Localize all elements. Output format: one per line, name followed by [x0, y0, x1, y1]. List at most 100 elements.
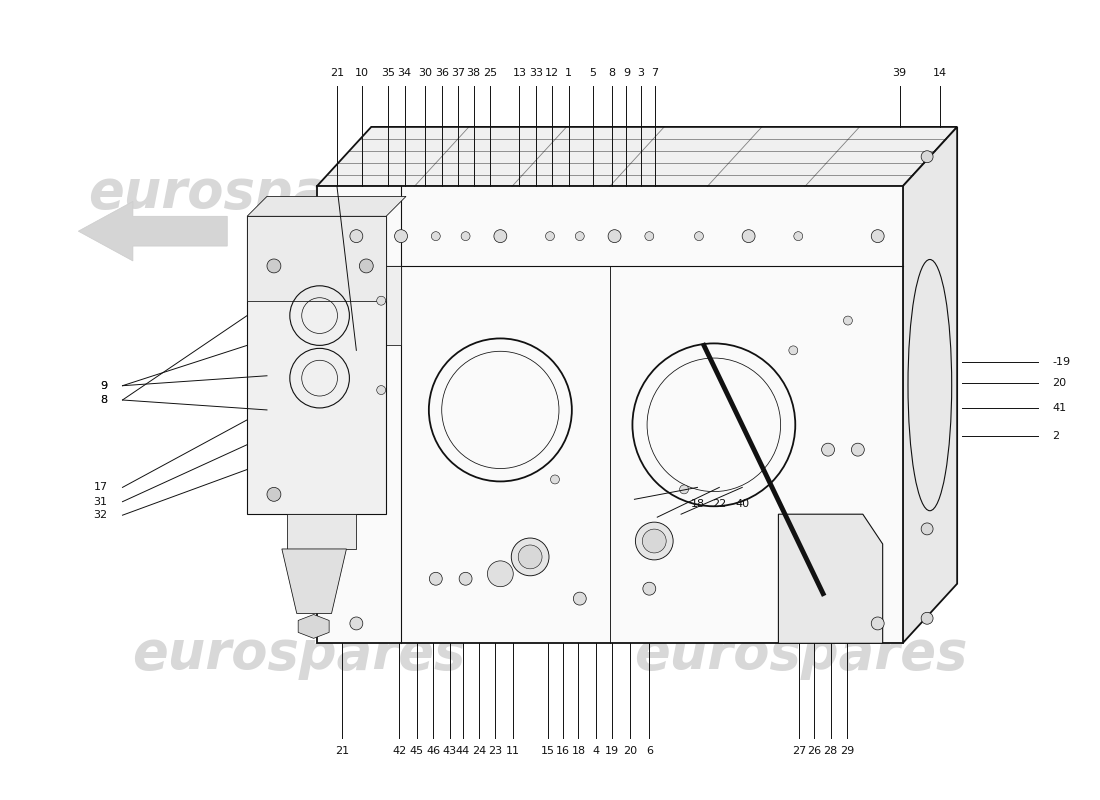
Circle shape: [376, 296, 386, 305]
Text: eurospares: eurospares: [635, 628, 968, 680]
Text: 19: 19: [605, 746, 619, 755]
Text: 22: 22: [712, 499, 726, 510]
Polygon shape: [298, 614, 329, 638]
Circle shape: [461, 232, 470, 241]
Text: 6: 6: [646, 746, 653, 755]
Text: 24: 24: [472, 746, 486, 755]
Text: 1: 1: [565, 68, 572, 78]
Text: 30: 30: [418, 68, 432, 78]
Text: 43: 43: [442, 746, 456, 755]
Polygon shape: [248, 216, 386, 301]
Text: 5: 5: [590, 68, 596, 78]
Text: 3: 3: [637, 68, 645, 78]
Text: 8: 8: [608, 68, 616, 78]
Text: 2: 2: [1053, 430, 1059, 441]
Text: 4: 4: [592, 746, 600, 755]
Text: 28: 28: [824, 746, 838, 755]
Text: eurospares: eurospares: [132, 628, 465, 680]
Circle shape: [794, 232, 803, 241]
Text: 33: 33: [529, 68, 542, 78]
Text: 15: 15: [541, 746, 554, 755]
Circle shape: [395, 230, 407, 242]
Text: 25: 25: [483, 68, 497, 78]
Text: 21: 21: [330, 68, 344, 78]
Circle shape: [844, 316, 852, 325]
Text: 17: 17: [94, 482, 108, 492]
Circle shape: [642, 529, 667, 553]
Circle shape: [494, 230, 507, 242]
Circle shape: [546, 232, 554, 241]
Text: 46: 46: [426, 746, 440, 755]
Text: eurospares: eurospares: [88, 167, 421, 219]
Polygon shape: [317, 186, 902, 643]
Circle shape: [573, 592, 586, 605]
Text: 10: 10: [355, 68, 370, 78]
Circle shape: [921, 523, 933, 535]
Circle shape: [871, 230, 884, 242]
Text: 29: 29: [840, 746, 855, 755]
Text: 39: 39: [892, 68, 906, 78]
Text: 37: 37: [451, 68, 465, 78]
Circle shape: [267, 487, 280, 502]
Text: 9: 9: [100, 381, 108, 390]
Text: 27: 27: [792, 746, 806, 755]
Text: 18: 18: [691, 499, 704, 510]
Circle shape: [871, 617, 884, 630]
Circle shape: [518, 545, 542, 569]
Circle shape: [376, 386, 386, 394]
Text: 14: 14: [933, 68, 947, 78]
Circle shape: [487, 561, 514, 586]
Text: 11: 11: [506, 746, 520, 755]
Text: 9: 9: [100, 381, 108, 390]
Text: 44: 44: [455, 746, 470, 755]
Text: 7: 7: [651, 68, 659, 78]
Polygon shape: [287, 514, 356, 549]
Polygon shape: [317, 127, 957, 186]
Circle shape: [642, 582, 656, 595]
Text: 20: 20: [1053, 378, 1067, 387]
Circle shape: [550, 475, 560, 484]
Text: -19: -19: [1053, 357, 1070, 367]
Text: 26: 26: [807, 746, 822, 755]
Polygon shape: [248, 216, 386, 514]
Text: 12: 12: [546, 68, 559, 78]
Circle shape: [267, 259, 280, 273]
Text: 34: 34: [398, 68, 411, 78]
Text: 38: 38: [466, 68, 481, 78]
Circle shape: [851, 443, 865, 456]
Text: 21: 21: [336, 746, 350, 755]
Text: 45: 45: [409, 746, 424, 755]
Text: 18: 18: [571, 746, 585, 755]
Text: 13: 13: [513, 68, 527, 78]
Polygon shape: [248, 197, 406, 216]
Polygon shape: [902, 127, 957, 643]
Circle shape: [512, 538, 549, 576]
Circle shape: [694, 232, 703, 241]
Circle shape: [645, 232, 653, 241]
Text: 8: 8: [100, 395, 108, 405]
Text: 36: 36: [434, 68, 449, 78]
Text: 16: 16: [557, 746, 570, 755]
Text: 42: 42: [392, 746, 406, 755]
Circle shape: [608, 230, 622, 242]
Text: 41: 41: [1053, 403, 1067, 413]
Circle shape: [921, 150, 933, 162]
Polygon shape: [78, 202, 228, 261]
Polygon shape: [779, 514, 882, 643]
Circle shape: [742, 230, 755, 242]
Circle shape: [575, 232, 584, 241]
Text: eurospares: eurospares: [624, 167, 957, 219]
Circle shape: [350, 230, 363, 242]
Circle shape: [360, 259, 373, 273]
Circle shape: [636, 522, 673, 560]
Text: 40: 40: [735, 499, 749, 510]
Circle shape: [921, 612, 933, 624]
Circle shape: [431, 232, 440, 241]
Text: 23: 23: [488, 746, 503, 755]
Text: 31: 31: [94, 497, 108, 506]
Circle shape: [822, 443, 835, 456]
Text: 8: 8: [100, 395, 108, 405]
Text: 20: 20: [623, 746, 637, 755]
Circle shape: [459, 572, 472, 586]
Text: 35: 35: [382, 68, 395, 78]
